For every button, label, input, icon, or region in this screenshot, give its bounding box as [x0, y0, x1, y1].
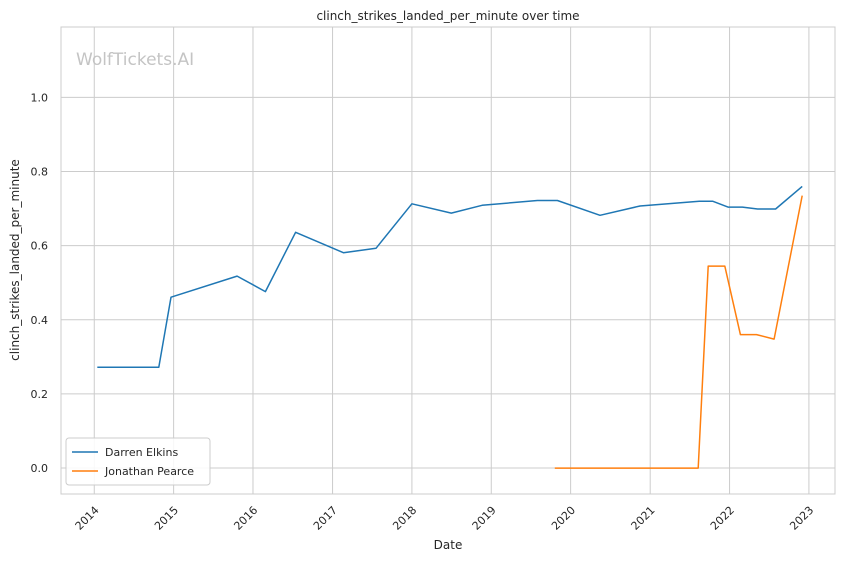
series-layer	[97, 185, 803, 469]
y-tick-label: 0.0	[31, 462, 49, 475]
chart-title: clinch_strikes_landed_per_minute over ti…	[316, 9, 579, 23]
series-line-jonathan-pearce	[554, 195, 803, 469]
y-tick-label: 0.8	[31, 166, 49, 179]
y-tick-label: 0.6	[31, 240, 49, 253]
legend-label-jonathan-pearce: Jonathan Pearce	[104, 465, 194, 478]
y-tick-label: 0.4	[31, 314, 49, 327]
legend-label-darren-elkins: Darren Elkins	[105, 446, 178, 459]
legend: Darren Elkins Jonathan Pearce	[65, 437, 211, 486]
y-axis-label: clinch_strikes_landed_per_minute	[8, 159, 22, 361]
tick-labels: 2014 2015 2016 2017 2018 2019 2020 2021 2022 2023…	[31, 91, 817, 532]
watermark: WolfTickets.AI	[76, 50, 194, 70]
legend-box	[65, 437, 211, 486]
y-tick-label: 0.2	[31, 388, 49, 401]
x-axis-label: Date	[434, 538, 463, 552]
plot-frame	[60, 26, 836, 495]
series-line-darren-elkins	[97, 185, 803, 368]
grid	[61, 27, 835, 494]
y-tick-label: 1.0	[31, 91, 49, 104]
